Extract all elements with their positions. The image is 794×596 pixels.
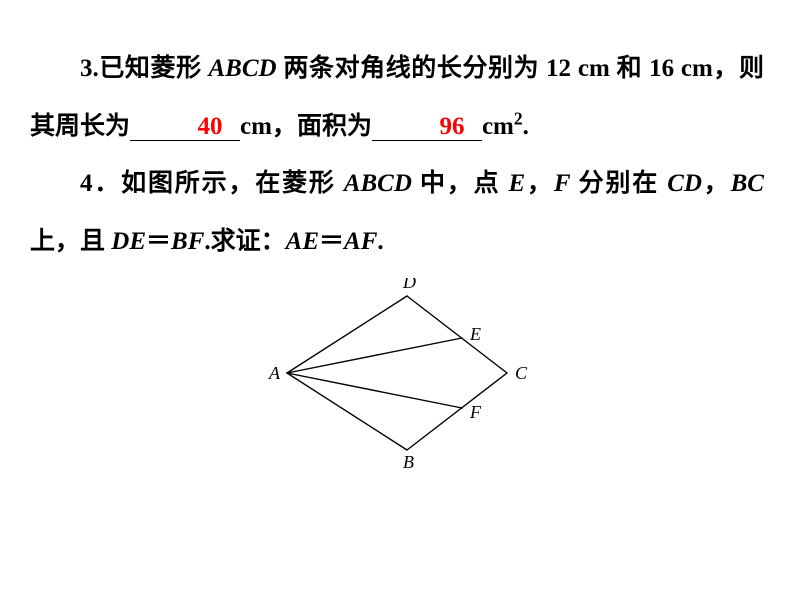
p3-number: 3. — [80, 55, 99, 82]
p3-blank2: 96 — [372, 113, 482, 141]
p3-blank1: 40 — [130, 113, 240, 141]
p3-t1: 两条对角线的长分别为 — [277, 55, 546, 82]
p4-t3: ， — [525, 170, 554, 197]
svg-text:D: D — [402, 278, 416, 292]
p4-eq1: ＝ — [146, 228, 171, 255]
p3-unit2: cm2 — [482, 113, 523, 140]
p4-BC: BC — [731, 170, 764, 197]
p4-t6: 上，且 — [30, 228, 111, 255]
p3-d1: 12 cm — [546, 55, 610, 82]
p4-shape: ABCD — [344, 170, 412, 197]
svg-text:F: F — [469, 402, 482, 422]
p4-number: 4． — [80, 170, 121, 197]
p3-ans1: 40 — [198, 113, 223, 140]
p3-d2: 16 cm — [649, 55, 713, 82]
p3-t2: 和 — [610, 55, 649, 82]
p4-E: E — [509, 170, 526, 197]
p4-t7: .求证： — [204, 228, 285, 255]
svg-text:E: E — [469, 324, 481, 344]
p3-unit2-sup: 2 — [514, 108, 523, 128]
p3-shape: ABCD — [208, 55, 276, 82]
p4-DE: DE — [111, 228, 146, 255]
p4-BF: BF — [171, 228, 204, 255]
p4-t8: . — [377, 228, 383, 255]
p4-eq2: ＝ — [319, 228, 344, 255]
p4-CD: CD — [667, 170, 702, 197]
rhombus-figure: A D C B E F — [257, 278, 537, 468]
problem-4: 4．如图所示，在菱形 ABCD 中，点 E，F 分别在 CD，BC 上，且 DE… — [30, 155, 764, 270]
p3-t5: . — [523, 113, 529, 140]
p4-t1: 如图所示，在菱形 — [121, 170, 344, 197]
svg-text:B: B — [403, 452, 414, 468]
p4-F: F — [554, 170, 571, 197]
svg-text:C: C — [515, 363, 528, 383]
figure-container: A D C B E F — [30, 278, 764, 468]
svg-text:A: A — [268, 363, 281, 383]
p3-t0: 已知菱形 — [99, 55, 209, 82]
p3-unit2-pre: cm — [482, 113, 514, 140]
p3-unit1: cm — [240, 113, 272, 140]
p4-t2: 中，点 — [412, 170, 509, 197]
page-content: 3.已知菱形 ABCD 两条对角线的长分别为 12 cm 和 16 cm，则其周… — [0, 0, 794, 468]
p4-t4: 分别在 — [571, 170, 668, 197]
p4-t5: ， — [702, 170, 731, 197]
p4-AF: AF — [344, 228, 377, 255]
p3-ans2: 96 — [439, 113, 464, 140]
p4-AE: AE — [286, 228, 319, 255]
problem-3: 3.已知菱形 ABCD 两条对角线的长分别为 12 cm 和 16 cm，则其周… — [30, 40, 764, 155]
p3-t4: ，面积为 — [272, 113, 372, 140]
